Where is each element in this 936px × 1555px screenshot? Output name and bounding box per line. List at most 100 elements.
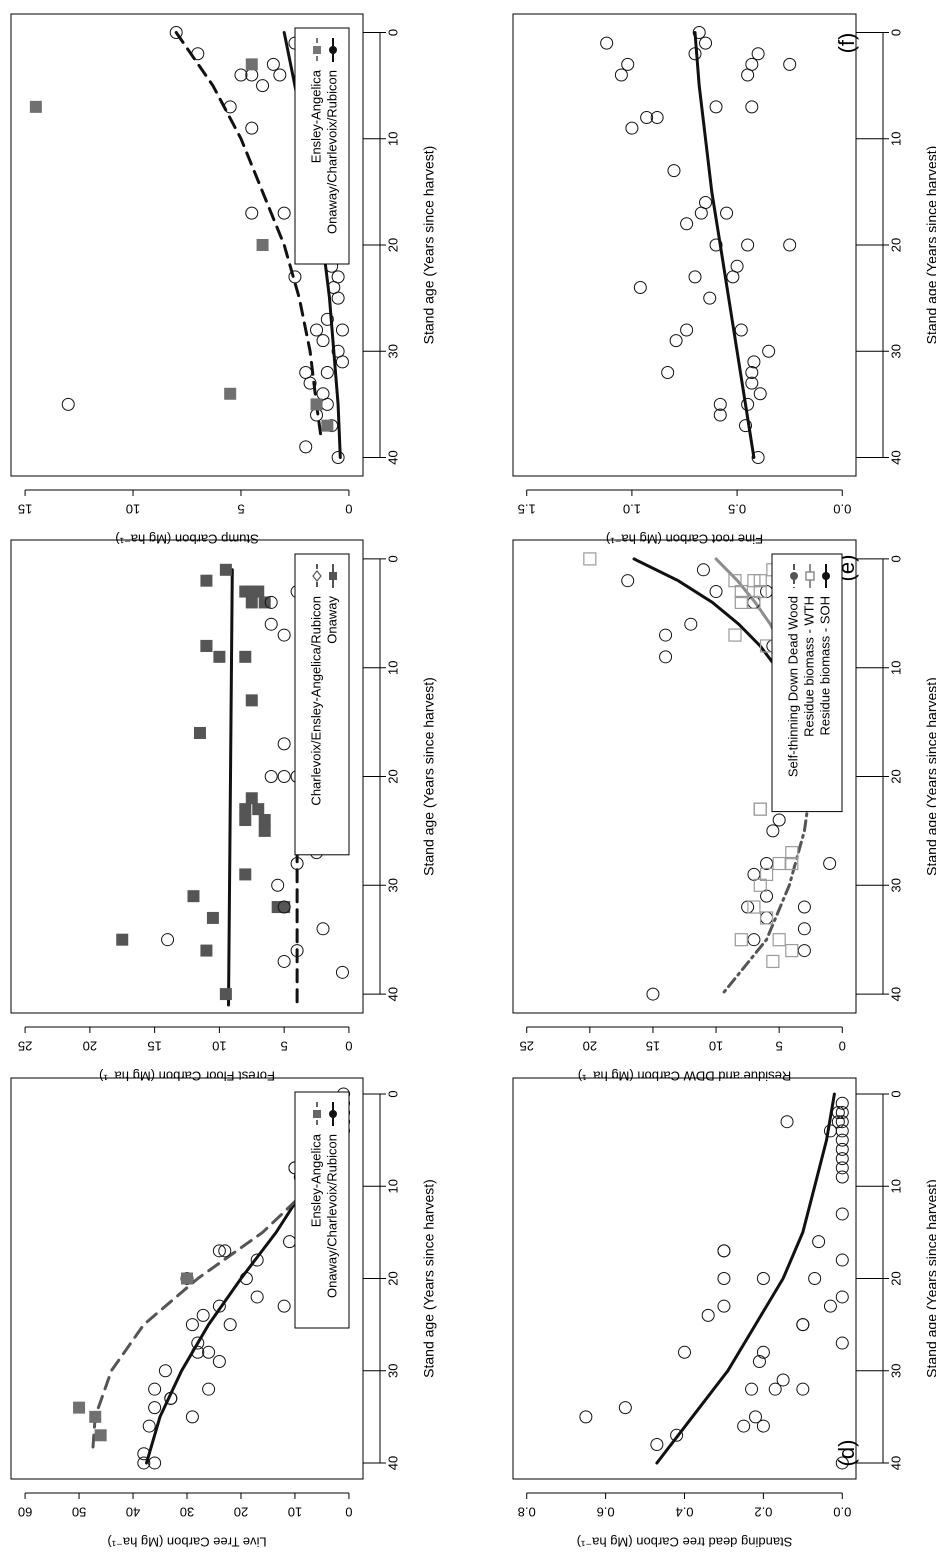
x-axis-label: Stand age (Years since harvest) xyxy=(421,146,437,345)
data-point xyxy=(741,238,755,252)
data-point xyxy=(688,270,702,284)
data-point xyxy=(835,1170,849,1184)
x-tick-label: 30 xyxy=(888,344,903,358)
plot-frame xyxy=(512,1077,857,1480)
data-point xyxy=(717,1244,731,1258)
data-point xyxy=(640,110,654,124)
data-point xyxy=(808,1272,822,1285)
data-point xyxy=(273,68,287,82)
data-point xyxy=(219,988,232,1001)
data-point xyxy=(717,1272,731,1285)
legend-label: Charlevoix/Ensley-Angelica/Rubicon xyxy=(308,596,323,806)
data-point xyxy=(741,68,755,82)
data-point xyxy=(202,1382,216,1396)
data-point xyxy=(252,803,265,816)
data-point xyxy=(709,238,723,252)
data-point xyxy=(169,25,183,39)
data-point xyxy=(751,451,765,465)
legend-box xyxy=(294,27,350,265)
legend-box xyxy=(771,553,843,813)
y-tick-label: 15 xyxy=(646,1039,660,1054)
panel-d: 0 10 20 30 40 Stand age (Years since harvest)… xyxy=(512,1077,936,1550)
x-tick-label: 10 xyxy=(888,660,903,674)
data-point xyxy=(245,121,259,135)
legend-label: Residue biomass - SOH xyxy=(817,596,832,735)
data-point xyxy=(200,944,213,957)
data-point xyxy=(187,890,200,903)
data-point xyxy=(245,206,259,220)
fit-line xyxy=(227,568,234,1007)
data-point xyxy=(224,387,237,400)
x-axis-label: Stand age (Years since harvest) xyxy=(924,677,936,876)
data-point xyxy=(158,1364,172,1378)
data-point xyxy=(823,857,837,871)
data-point xyxy=(264,770,278,783)
data-point xyxy=(161,933,175,947)
data-point xyxy=(250,1253,264,1267)
x-tick-label: 0 xyxy=(385,1090,400,1097)
data-point xyxy=(835,1290,849,1304)
data-point xyxy=(193,726,206,739)
data-point xyxy=(148,1401,162,1415)
data-point xyxy=(768,1382,782,1396)
data-point xyxy=(745,1382,759,1396)
data-point xyxy=(717,1299,731,1313)
data-point xyxy=(760,857,774,871)
data-point xyxy=(212,1355,226,1369)
y-tick-label: 15 xyxy=(147,1039,161,1054)
data-point xyxy=(646,987,660,1001)
data-point xyxy=(245,68,259,82)
data-point xyxy=(212,1299,226,1313)
x-tick-label: 40 xyxy=(888,987,903,1001)
data-point xyxy=(142,1419,156,1433)
x-tick-label: 20 xyxy=(888,1271,903,1285)
data-point xyxy=(185,1318,199,1332)
data-point xyxy=(797,944,811,958)
data-point xyxy=(223,100,237,114)
data-point xyxy=(245,596,258,609)
data-point xyxy=(659,650,673,664)
data-point xyxy=(749,1410,763,1424)
data-point xyxy=(772,933,786,947)
data-point xyxy=(600,36,614,50)
data-point xyxy=(258,814,271,827)
data-point xyxy=(290,857,304,871)
data-point xyxy=(650,1438,664,1452)
data-point xyxy=(633,281,647,295)
data-point xyxy=(739,419,753,433)
data-point xyxy=(621,57,635,71)
data-point xyxy=(200,574,213,587)
x-tick-label: 0 xyxy=(385,555,400,562)
y-tick-label: 40 xyxy=(126,1505,140,1520)
data-point xyxy=(747,867,761,881)
data-point xyxy=(277,900,291,914)
data-point xyxy=(670,1428,684,1442)
data-point xyxy=(713,397,727,411)
y-tick-label: 5 xyxy=(281,1039,288,1054)
data-point xyxy=(299,440,313,454)
data-point xyxy=(290,944,304,958)
data-point xyxy=(137,1447,151,1461)
data-point xyxy=(741,397,755,411)
data-point xyxy=(753,802,767,816)
y-tick-label: 1.0 xyxy=(623,502,641,517)
data-point xyxy=(89,1410,102,1423)
data-point xyxy=(835,1253,849,1267)
data-point xyxy=(164,1391,178,1405)
x-tick-label: 40 xyxy=(385,450,400,464)
data-point xyxy=(751,47,765,61)
legend-marker xyxy=(805,571,815,581)
data-point xyxy=(747,933,761,947)
data-point xyxy=(316,334,330,348)
data-point xyxy=(320,366,334,380)
x-tick-label: 10 xyxy=(888,132,903,146)
legend-marker xyxy=(329,46,337,54)
legend-label: Ensley-Angelica xyxy=(308,69,323,163)
data-point xyxy=(625,121,639,135)
y-tick-label: 0 xyxy=(345,1039,352,1054)
data-point xyxy=(756,1272,770,1285)
data-point xyxy=(239,1272,253,1285)
panel-f: 0 10 20 30 40 Stand age (Years since harvest)… xyxy=(512,13,936,547)
